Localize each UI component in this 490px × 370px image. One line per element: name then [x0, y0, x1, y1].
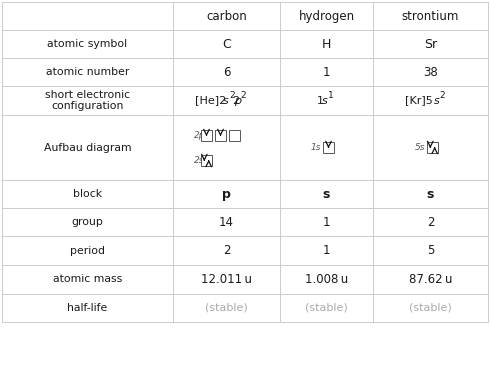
- Text: s: s: [322, 95, 328, 105]
- Text: period: period: [70, 246, 105, 256]
- Text: p: p: [222, 188, 231, 201]
- Text: 12.011 u: 12.011 u: [201, 273, 252, 286]
- Bar: [229, 130, 241, 141]
- Text: 1: 1: [328, 91, 334, 100]
- Text: [He]2: [He]2: [196, 95, 227, 105]
- Text: 2: 2: [440, 91, 445, 100]
- Text: 1s: 1s: [311, 143, 321, 152]
- Text: 5: 5: [427, 244, 434, 257]
- Bar: [200, 155, 212, 166]
- Text: 2: 2: [232, 95, 239, 105]
- Text: 2: 2: [427, 215, 434, 229]
- Text: atomic number: atomic number: [46, 67, 129, 77]
- Text: 2s: 2s: [194, 156, 204, 165]
- Text: 5s: 5s: [415, 143, 425, 152]
- Text: (stable): (stable): [409, 303, 452, 313]
- Text: C: C: [222, 37, 231, 50]
- Text: 2: 2: [240, 91, 246, 100]
- Bar: [200, 130, 212, 141]
- Text: 87.62 u: 87.62 u: [409, 273, 452, 286]
- Text: 2: 2: [229, 91, 235, 100]
- Text: Sr: Sr: [424, 37, 437, 50]
- Text: 38: 38: [423, 65, 438, 78]
- Text: group: group: [72, 217, 103, 227]
- Text: 2p: 2p: [194, 131, 205, 140]
- Text: 6: 6: [223, 65, 230, 78]
- Text: Aufbau diagram: Aufbau diagram: [44, 142, 131, 152]
- Text: block: block: [73, 189, 102, 199]
- Text: 1: 1: [323, 65, 330, 78]
- Text: s: s: [427, 188, 434, 201]
- Text: carbon: carbon: [206, 10, 247, 23]
- Text: [Kr]5: [Kr]5: [405, 95, 433, 105]
- Text: short electronic
configuration: short electronic configuration: [45, 90, 130, 111]
- Text: (stable): (stable): [205, 303, 248, 313]
- Text: half-life: half-life: [67, 303, 108, 313]
- Bar: [427, 142, 439, 154]
- Text: 14: 14: [219, 215, 234, 229]
- Text: 1: 1: [323, 244, 330, 257]
- Text: 1.008 u: 1.008 u: [305, 273, 348, 286]
- Text: 1: 1: [317, 95, 323, 105]
- Text: s: s: [323, 188, 330, 201]
- Text: strontium: strontium: [402, 10, 459, 23]
- Text: hydrogen: hydrogen: [298, 10, 355, 23]
- Bar: [215, 130, 226, 141]
- Text: 2: 2: [223, 244, 230, 257]
- Text: p: p: [235, 95, 242, 105]
- Text: s: s: [434, 95, 439, 105]
- Bar: [322, 142, 334, 154]
- Text: atomic mass: atomic mass: [53, 275, 122, 285]
- Text: (stable): (stable): [305, 303, 348, 313]
- Text: H: H: [322, 37, 331, 50]
- Text: atomic symbol: atomic symbol: [48, 39, 127, 49]
- Text: s: s: [223, 95, 229, 105]
- Text: 1: 1: [323, 215, 330, 229]
